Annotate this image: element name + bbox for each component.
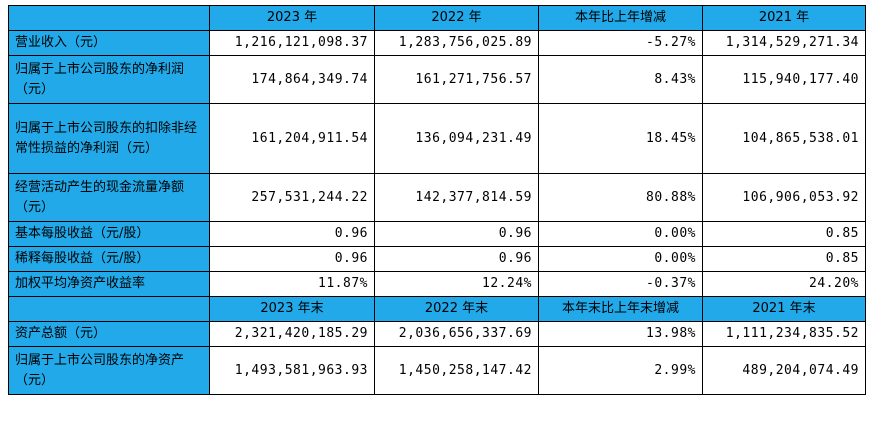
- cell-2021: 106,906,053.92: [702, 173, 866, 222]
- cell-2023: 161,204,911.54: [209, 103, 375, 174]
- header-change: 本年比上年增减: [538, 5, 703, 31]
- table-row-net-assets: 归属于上市公司股东的净资产（元） 1,493,581,963.93 1,450,…: [8, 346, 866, 395]
- row-label: 基本每股收益（元/股）: [8, 221, 210, 247]
- cell-change: 80.88%: [538, 173, 703, 222]
- header-corner-cell: [8, 296, 210, 322]
- cell-2021: 489,204,074.49: [702, 346, 866, 395]
- cell-change: 8.43%: [538, 55, 703, 104]
- table-row-basic-eps: 基本每股收益（元/股） 0.96 0.96 0.00% 0.85: [8, 221, 866, 247]
- row-label: 经营活动产生的现金流量净额（元）: [8, 173, 210, 222]
- cell-2022: 136,094,231.49: [374, 103, 539, 174]
- header-corner-cell: [8, 5, 210, 31]
- cell-2023: 1,216,121,098.37: [209, 30, 375, 56]
- cell-2021: 0.85: [702, 221, 866, 247]
- table-row-roe: 加权平均净资产收益率 11.87% 12.24% -0.37% 24.20%: [8, 271, 866, 297]
- row-label: 加权平均净资产收益率: [8, 271, 210, 297]
- row-label: 归属于上市公司股东的扣除非经常性损益的净利润（元）: [8, 103, 210, 174]
- cell-change: 13.98%: [538, 321, 703, 347]
- cell-2023: 1,493,581,963.93: [209, 346, 375, 395]
- cell-change: 2.99%: [538, 346, 703, 395]
- cell-2021: 24.20%: [702, 271, 866, 297]
- header-2021-end: 2021 年末: [702, 296, 866, 322]
- cell-2023: 0.96: [209, 246, 375, 272]
- row-label: 归属于上市公司股东的净利润（元）: [8, 55, 210, 104]
- cell-2022: 161,271,756.57: [374, 55, 539, 104]
- cell-2022: 0.96: [374, 246, 539, 272]
- cell-2021: 1,111,234,835.52: [702, 321, 866, 347]
- row-label: 资产总额（元）: [8, 321, 210, 347]
- financial-summary-table: 2023 年 2022 年 本年比上年增减 2021 年 营业收入（元） 1,2…: [8, 5, 866, 395]
- header-2021: 2021 年: [702, 5, 866, 31]
- cell-2023: 257,531,244.22: [209, 173, 375, 222]
- header-2022: 2022 年: [374, 5, 539, 31]
- row-label: 稀释每股收益（元/股）: [8, 246, 210, 272]
- cell-2021: 0.85: [702, 246, 866, 272]
- cell-change: 0.00%: [538, 221, 703, 247]
- cell-2022: 1,283,756,025.89: [374, 30, 539, 56]
- cell-2022: 1,450,258,147.42: [374, 346, 539, 395]
- header-change-end: 本年末比上年末增减: [538, 296, 703, 322]
- cell-2022: 0.96: [374, 221, 539, 247]
- row-label: 归属于上市公司股东的净资产（元）: [8, 346, 210, 395]
- table-row-operating-cash-flow: 经营活动产生的现金流量净额（元） 257,531,244.22 142,377,…: [8, 173, 866, 222]
- cell-2023: 2,321,420,185.29: [209, 321, 375, 347]
- cell-2022: 12.24%: [374, 271, 539, 297]
- table-row-revenue: 营业收入（元） 1,216,121,098.37 1,283,756,025.8…: [8, 30, 866, 56]
- table-row-net-profit: 归属于上市公司股东的净利润（元） 174,864,349.74 161,271,…: [8, 55, 866, 104]
- cell-change: -5.27%: [538, 30, 703, 56]
- cell-2021: 104,865,538.01: [702, 103, 866, 174]
- cell-change: 18.45%: [538, 103, 703, 174]
- cell-2022: 2,036,656,337.69: [374, 321, 539, 347]
- header-2023: 2023 年: [209, 5, 375, 31]
- cell-2021: 1,314,529,271.34: [702, 30, 866, 56]
- header-2023-end: 2023 年末: [209, 296, 375, 322]
- header-2022-end: 2022 年末: [374, 296, 539, 322]
- table-row-total-assets: 资产总额（元） 2,321,420,185.29 2,036,656,337.6…: [8, 321, 866, 347]
- cell-2021: 115,940,177.40: [702, 55, 866, 104]
- header-row-year-end: 2023 年末 2022 年末 本年末比上年末增减 2021 年末: [8, 296, 866, 322]
- table-row-diluted-eps: 稀释每股收益（元/股） 0.96 0.96 0.00% 0.85: [8, 246, 866, 272]
- header-row-years: 2023 年 2022 年 本年比上年增减 2021 年: [8, 5, 866, 31]
- cell-change: 0.00%: [538, 246, 703, 272]
- table-row-net-profit-deducted: 归属于上市公司股东的扣除非经常性损益的净利润（元） 161,204,911.54…: [8, 103, 866, 174]
- cell-change: -0.37%: [538, 271, 703, 297]
- cell-2023: 0.96: [209, 221, 375, 247]
- cell-2023: 11.87%: [209, 271, 375, 297]
- row-label: 营业收入（元）: [8, 30, 210, 56]
- cell-2023: 174,864,349.74: [209, 55, 375, 104]
- cell-2022: 142,377,814.59: [374, 173, 539, 222]
